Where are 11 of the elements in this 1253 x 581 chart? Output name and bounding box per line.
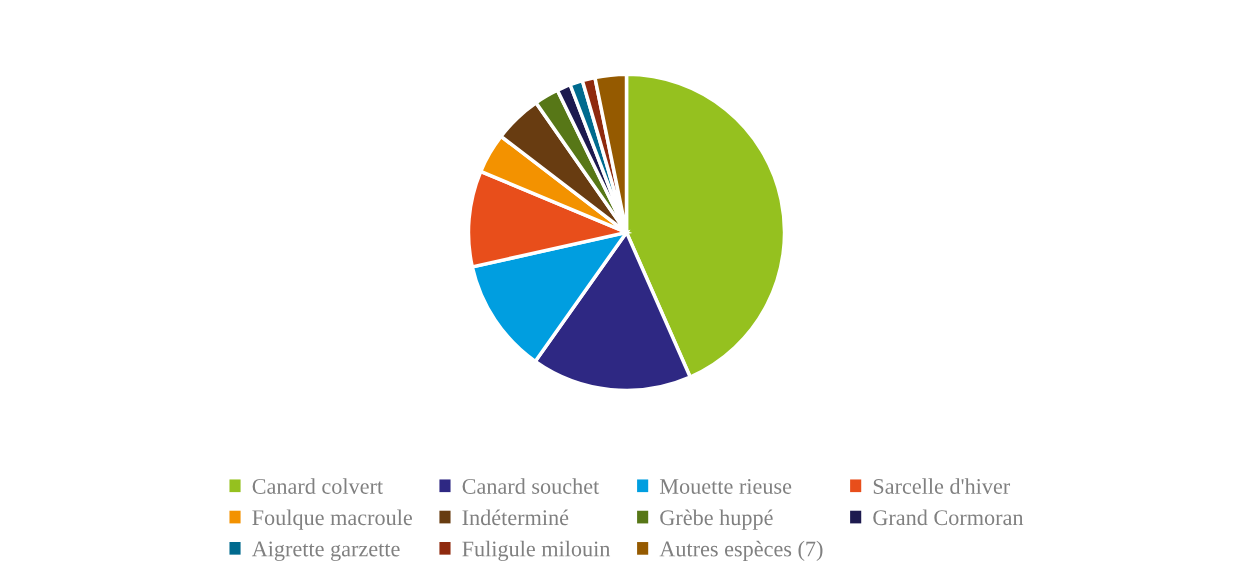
legend-label: Canard souchet — [462, 478, 600, 494]
legend-label: Grèbe huppé — [660, 509, 773, 530]
legend-label: Aigrette garzette — [251, 541, 400, 561]
legend-label: Canard colvert — [252, 478, 383, 494]
legend-label: Sarcelle d'hiver — [873, 478, 1011, 494]
legend-label: Grand Cormoran — [873, 509, 1024, 526]
legend-label: Indéterminé — [462, 509, 569, 526]
legend-label: Mouette rieuse — [659, 478, 792, 494]
legend-label: Foulque macroule — [252, 509, 412, 530]
legend-label: Autres espèces (7) — [659, 540, 823, 561]
legend-label: Fuligule milouin — [462, 540, 611, 561]
